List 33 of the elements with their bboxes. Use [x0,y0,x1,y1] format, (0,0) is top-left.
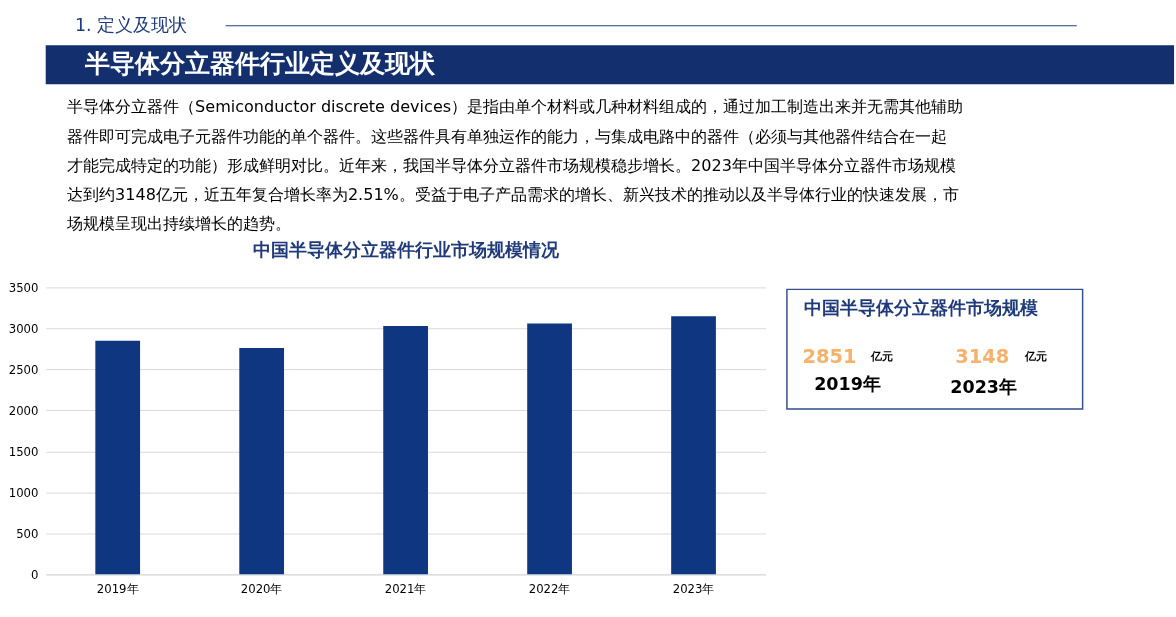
text: 半导体分立器件（Semiconductor discrete devices）是指由单个材料或几种材料组成的，通过加工制造出来并无需其他辅助 [67,97,964,117]
y-tick-label: 500 [16,526,39,541]
y-tick-label: 0 [31,567,39,582]
chart-title: 中国半导体分立器件行业市场规模情况 [252,240,560,261]
bar [383,325,428,575]
text: 亿元 [1024,350,1048,364]
text: 半导体分立器件行业定义及现状 [83,49,436,79]
text: 才能完成特定的功能）形成鲜明对比。近年来，我国半导体分立器件市场规模稳步增长。2023年中国半导体分立器件市场规模 [67,155,956,175]
y-tick-label: 3500 [8,280,39,295]
x-tick-label: 2023年 [672,582,715,597]
bar [527,323,572,575]
text: 3148 [955,345,1010,369]
text: 2019年 [814,373,881,394]
x-tick-label: 2020年 [240,582,283,597]
bar [671,316,716,575]
text: 达到约3148亿元，近五年复合增长率为2.51%。受益于电子产品需求的增长、新兴技术的推动以及半导体行业的快速发展，市 [67,184,959,204]
text: 2023年 [950,377,1018,398]
bar [95,340,141,575]
x-tick-label: 2021年 [384,582,427,597]
y-tick-label: 1500 [8,444,39,459]
text: 1. 定义及现状 [74,14,188,35]
text: 2851 [802,345,857,369]
text: 器件即可完成电子元器件功能的单个器件。这些器件具有单独运作的能力，与集成电路中的器件（必须与其他器件结合在一起 [67,126,948,146]
x-tick-label: 2022年 [528,582,571,597]
x-tick-label: 2019年 [96,582,139,597]
text: 亿元 [869,350,893,364]
text: 中国半导体分立器件市场规模 [804,297,1039,318]
y-tick-label: 2000 [8,403,39,418]
y-tick-label: 2500 [8,362,39,377]
y-tick-label: 3000 [8,321,39,336]
text: 场规模呈现出持续增长的趋势。 [66,214,292,234]
y-tick-label: 1000 [8,485,39,500]
bar [239,348,285,575]
